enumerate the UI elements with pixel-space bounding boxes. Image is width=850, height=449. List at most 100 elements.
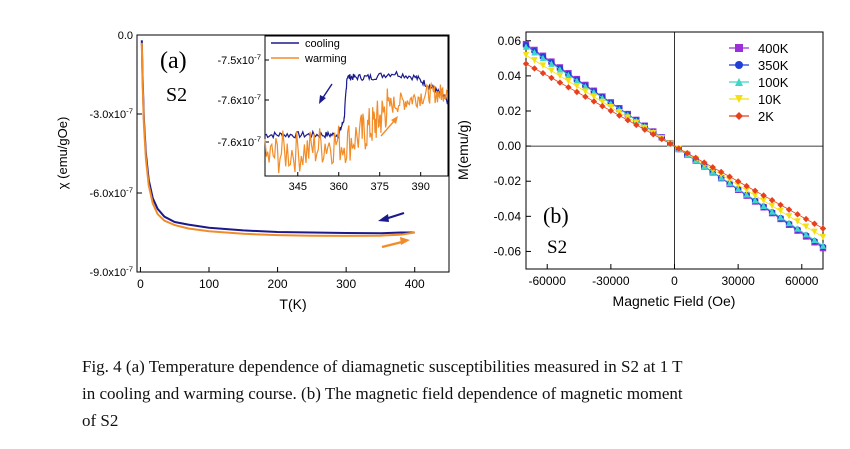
inset-cooling-arrow bbox=[321, 83, 333, 100]
inset-x-tick-label: 345 bbox=[289, 181, 307, 193]
panel-b-point bbox=[794, 211, 801, 218]
panel-a-x-tick-label: 0 bbox=[137, 277, 144, 291]
panel-b-point bbox=[819, 225, 827, 232]
panel-b-ylabel: M(emu/g) bbox=[455, 120, 471, 180]
panel-b-point bbox=[565, 71, 572, 79]
inset-warming-arrowhead bbox=[391, 116, 398, 124]
panel-a-ylabel: χ (emu/gOe) bbox=[55, 117, 70, 190]
panel-b-point bbox=[590, 93, 598, 100]
panel-a-inset: -7.5x10-7 -7.6x10-7 -7.6x10-7 345 360 375 390… bbox=[217, 35, 449, 193]
panel-b-x-tick-label: 60000 bbox=[785, 274, 819, 288]
panel-b-y-tick-label: 0.00 bbox=[498, 139, 522, 153]
panel-b-point bbox=[794, 218, 801, 225]
panel-b-sample-label: S2 bbox=[547, 237, 567, 258]
legend-marker bbox=[735, 95, 743, 103]
panel-a: 0.0 -3.0x10-7 -6.0x10-7 -9.0x10-7 0 100 200 30… bbox=[55, 30, 450, 312]
panel-b-point bbox=[802, 215, 810, 223]
panel-b-point bbox=[565, 77, 572, 85]
panel-b-point bbox=[650, 131, 657, 138]
panel-b-point bbox=[539, 62, 547, 69]
panel-a-y-tick-label: 0.0 bbox=[118, 30, 133, 42]
inset-y-tick-label: -7.6x10-7 bbox=[217, 93, 261, 107]
panel-b-point bbox=[811, 220, 818, 227]
panel-a-y-ticks: 0.0 -3.0x10-7 -6.0x10-7 -9.0x10-7 bbox=[89, 30, 142, 279]
panel-b-point bbox=[633, 121, 640, 129]
panel-b-series-2K bbox=[522, 60, 827, 232]
panel-b-point bbox=[819, 242, 827, 249]
panel-b: 0.06 0.04 0.02 0.00 -0.02 -0.04 -0.06 -60000 -3… bbox=[455, 31, 827, 309]
panel-b-point bbox=[768, 202, 776, 210]
panel-a-x-tick-label: 400 bbox=[405, 277, 425, 291]
panel-b-y-tick-label: 0.06 bbox=[498, 34, 522, 48]
legend-marker bbox=[735, 61, 743, 69]
panel-b-x-tick-label: 0 bbox=[671, 274, 678, 288]
panel-b-point bbox=[573, 77, 581, 84]
panel-b-point bbox=[616, 112, 623, 119]
caption-line-1: Fig. 4 (a) Temperature dependence of dia… bbox=[82, 357, 683, 376]
panel-a-series bbox=[140, 40, 415, 237]
panel-b-point bbox=[717, 168, 725, 176]
panel-b-point bbox=[590, 98, 598, 105]
panel-b-point bbox=[582, 83, 589, 90]
panel-b-point bbox=[531, 65, 538, 72]
inset-cooling-arrowhead bbox=[319, 95, 326, 104]
inset-y-ticks: -7.5x10-7 -7.6x10-7 -7.6x10-7 bbox=[217, 53, 269, 149]
panel-b-point bbox=[802, 231, 810, 238]
panel-b-x-tick-label: -60000 bbox=[529, 274, 567, 288]
legend-marker bbox=[735, 78, 743, 86]
legend-marker bbox=[735, 44, 743, 52]
inset-warming-arrow bbox=[380, 119, 396, 137]
panel-b-point bbox=[709, 164, 716, 171]
panel-b-point bbox=[734, 181, 742, 189]
panel-b-y-tick-label: 0.02 bbox=[498, 104, 522, 118]
panel-b-x-tick-label: 30000 bbox=[721, 274, 755, 288]
legend-label: 400K bbox=[758, 41, 789, 56]
panel-a-x-tick-label: 200 bbox=[268, 277, 288, 291]
panel-b-point bbox=[548, 74, 555, 82]
panel-b-point bbox=[768, 197, 776, 204]
panel-b-point bbox=[641, 126, 648, 133]
panel-b-point bbox=[573, 83, 581, 90]
panel-a-frame bbox=[136, 34, 450, 273]
inset-legend-cooling-label: cooling bbox=[305, 38, 340, 50]
panel-b-point bbox=[556, 72, 564, 80]
panel-b-point bbox=[582, 88, 589, 95]
inset-series-warming bbox=[264, 81, 449, 174]
panel-b-point bbox=[667, 140, 674, 147]
inset-legend-warming-label: warming bbox=[304, 53, 347, 65]
panel-b-point bbox=[675, 145, 682, 152]
panel-b-point bbox=[726, 173, 733, 180]
panel-b-point bbox=[819, 233, 827, 241]
panel-b-point bbox=[802, 223, 810, 230]
panel-b-x-ticks: -60000 -30000 0 30000 60000 bbox=[529, 264, 819, 288]
panel-b-point bbox=[522, 51, 530, 59]
cooling-arrowhead bbox=[378, 214, 389, 222]
legend-label: 2K bbox=[758, 109, 774, 124]
panel-b-point bbox=[751, 187, 759, 195]
panel-b-y-tick-label: -0.06 bbox=[494, 244, 522, 258]
panel-a-x-tick-label: 300 bbox=[336, 277, 356, 291]
legend-label: 100K bbox=[758, 75, 789, 90]
panel-b-point bbox=[811, 228, 818, 236]
panel-a-y-tick-label: -3.0x10-7 bbox=[89, 107, 133, 121]
panel-b-point bbox=[743, 182, 750, 190]
panel-a-y-tick-label: -9.0x10-7 bbox=[89, 265, 133, 279]
panel-b-point bbox=[734, 185, 742, 192]
panel-b-y-tick-label: 0.04 bbox=[498, 69, 522, 83]
panel-b-x-tick-label: -30000 bbox=[592, 274, 630, 288]
panel-b-point bbox=[684, 149, 691, 157]
panel-b-point bbox=[531, 49, 538, 56]
inset-x-tick-label: 375 bbox=[371, 181, 389, 193]
warming-arrowhead bbox=[400, 237, 410, 245]
panel-b-point bbox=[531, 57, 538, 64]
panel-b-point bbox=[811, 236, 818, 244]
panel-a-label: (a) bbox=[160, 48, 187, 74]
panel-b-point bbox=[777, 214, 784, 221]
panel-b-point bbox=[734, 178, 742, 185]
panel-b-point bbox=[785, 206, 793, 213]
panel-b-point bbox=[565, 84, 572, 91]
panel-b-point bbox=[768, 208, 776, 215]
panel-b-label: (b) bbox=[543, 203, 569, 228]
panel-b-point bbox=[556, 66, 564, 73]
panel-b-point bbox=[573, 88, 581, 96]
